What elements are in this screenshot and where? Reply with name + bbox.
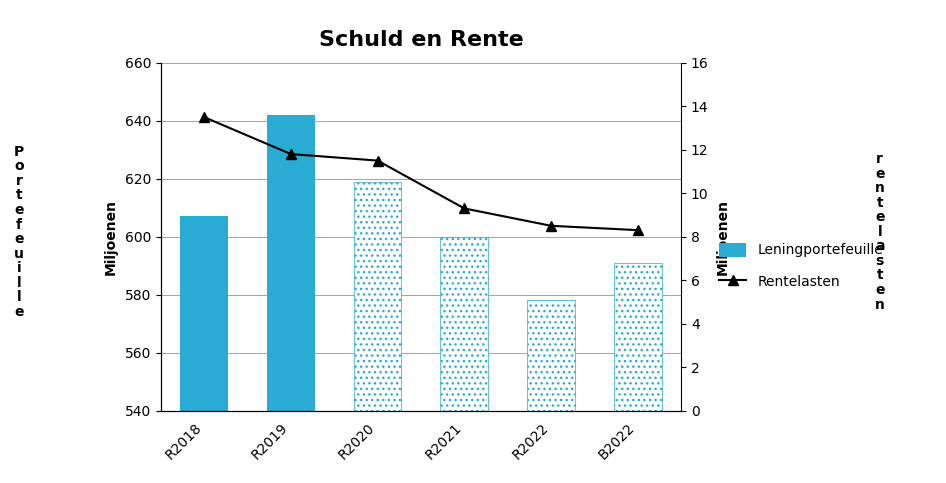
Text: r
e
n
t
e
l
a
s
t
e
n: r e n t e l a s t e n (875, 152, 885, 312)
Bar (267, 115, 315, 411)
Bar (614, 263, 661, 411)
Bar (181, 216, 228, 411)
Legend: Leningportefeuille, Rentelasten: Leningportefeuille, Rentelasten (711, 236, 890, 296)
Y-axis label: Miljoenen: Miljoenen (104, 199, 117, 275)
Text: P
o
r
t
e
f
e
u
i
l
l
e: P o r t e f e u i l l e (14, 145, 24, 319)
Bar (527, 300, 575, 411)
Bar (354, 182, 401, 411)
Bar (441, 237, 488, 411)
Title: Schuld en Rente: Schuld en Rente (319, 30, 523, 50)
Y-axis label: Miljoenen: Miljoenen (715, 199, 729, 275)
